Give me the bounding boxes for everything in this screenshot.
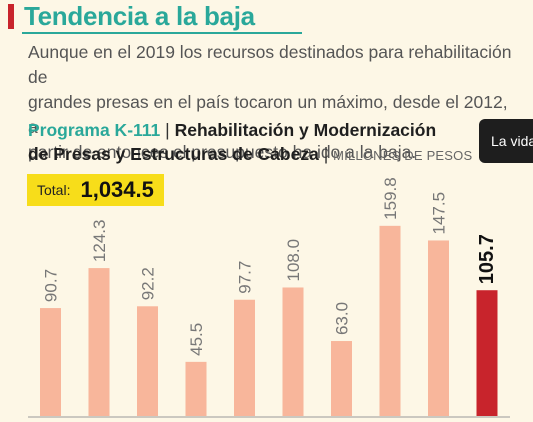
chart-title: Programa K-111 | Rehabilitación y Modern… (28, 118, 518, 168)
bar-6 (282, 287, 304, 416)
value-label-group: 90.7 124.3 92.2 45.5 97.7 108.0 63.0 159.8 147.5… (42, 177, 499, 356)
bar-value-label-6: 108.0 (284, 239, 303, 282)
bar-group (40, 225, 498, 416)
bar-value-label-7: 63.0 (333, 302, 352, 335)
chart-unit: MILLONES DE PESOS (333, 148, 473, 163)
bar-1 (40, 308, 61, 416)
bar-value-label-9: 147.5 (430, 192, 449, 235)
program-name: Programa K-111 (28, 120, 161, 140)
bar-value-label-10: 105.7 (476, 234, 498, 284)
bar-value-label-4: 45.5 (187, 323, 206, 356)
intro-paragraph: Aunque en el 2019 los recursos destinado… (28, 42, 512, 162)
bar-value-label-8: 159.8 (381, 177, 400, 220)
bar-7 (331, 341, 352, 416)
bar-2 (88, 268, 110, 416)
bar-4 (185, 361, 207, 416)
bar-3 (137, 306, 158, 416)
bar-8 (379, 225, 401, 416)
chart-title-subject: Rehabilitación y Modernización (174, 120, 437, 140)
bar-9 (428, 240, 449, 416)
total-label: Total: (37, 182, 71, 198)
chart-title-subject-cont: de Presas y Estructuras de Cabeza (28, 144, 319, 164)
total-box: Total: 1,034.5 (27, 174, 164, 206)
bar-value-label-5: 97.7 (236, 261, 255, 294)
chart-title-line-2: de Presas y Estructuras de Cabeza | MILL… (28, 142, 518, 168)
title-separator: | (160, 120, 175, 140)
unit-separator: | (323, 144, 329, 164)
bar-value-label-3: 92.2 (139, 267, 158, 300)
chart-title-line-1: Programa K-111 | Rehabilitación y Modern… (28, 118, 518, 142)
bar-value-label-2: 124.3 (90, 220, 109, 263)
bar-10 (476, 290, 498, 416)
total-value: 1,034.5 (80, 177, 154, 202)
bar-value-label-1: 90.7 (42, 269, 61, 302)
headline-accent-bar (8, 4, 14, 29)
headline: Tendencia a la baja (24, 1, 255, 31)
bar-5 (234, 299, 255, 416)
tooltip-popup[interactable]: La vida (479, 119, 533, 163)
headline-underline (22, 32, 302, 34)
